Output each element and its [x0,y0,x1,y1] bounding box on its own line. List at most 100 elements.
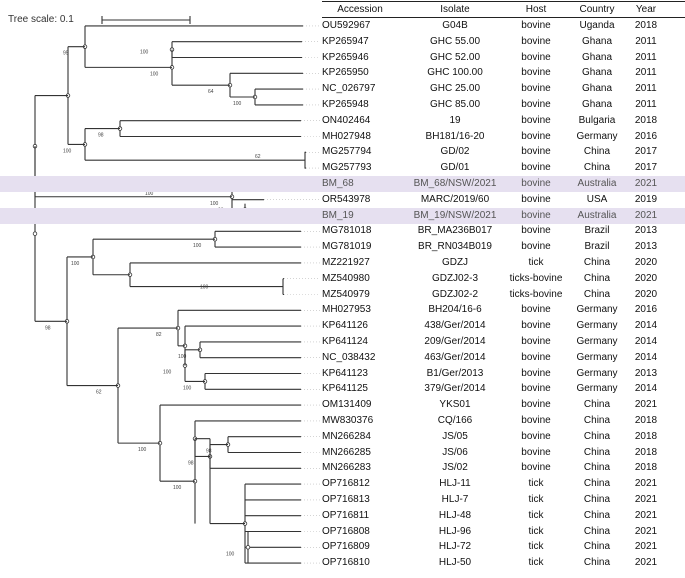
table-row: OP716812 HLJ-11 tick China 2021 [322,476,685,492]
year-cell: 2017 [634,162,658,174]
isolate-cell: GD/01 [440,162,470,174]
year-cell: 2014 [634,351,658,363]
table-row: KP641125 379/Ger/2014 bovine Germany 2014 [322,381,685,397]
table-row: MH027953 BH204/16-6 bovine Germany 2016 [322,302,685,318]
bootstrap-label: 100 [173,485,182,491]
accession-cell: MZ540979 [322,288,370,300]
host-cell: bovine [521,83,551,95]
isolate-cell: HLJ-50 [438,557,472,569]
accession-cell: OP716810 [322,557,370,569]
host-cell: bovine [521,320,551,332]
node-marker [32,231,38,236]
country-cell: China [583,446,611,458]
accession-cell: ON402464 [322,114,371,126]
table-row: MG781018 BR_MA236B017 bovine Brazil 2013 [322,223,685,239]
isolate-cell: BH204/16-6 [428,304,482,316]
country-cell: China [583,541,611,553]
year-cell: 2011 [635,35,657,47]
country-cell: Bulgaria [578,114,616,126]
year-cell: 2013 [634,367,658,379]
host-cell: bovine [521,241,551,253]
year-cell: 2018 [634,20,658,31]
year-cell: 2020 [634,257,658,268]
table-row: KP641123 B1/Ger/2013 bovine Germany 2013 [322,366,685,382]
country-cell: China [583,288,611,300]
isolate-cell: MARC/2019/60 [420,193,490,205]
year-cell: 2018 [634,114,658,126]
year-cell: 2021 [634,478,658,490]
table-row: MZ221927 GDZJ tick China 2020 [322,255,685,271]
accession-cell: KP265947 [322,35,369,47]
accession-cell: KP641125 [322,383,368,395]
table-row: OP716813 HLJ-7 tick China 2021 [322,492,685,508]
table-row: KP265948 GHC 85.00 bovine Ghana 2011 [322,97,685,113]
accession-cell: MG257794 [322,146,372,158]
accession-cell: MZ221927 [322,257,370,268]
bootstrap-label: 100 [150,71,159,77]
country-cell: China [583,272,611,284]
year-cell: 2021 [634,557,658,569]
table-row: OP716808 HLJ-96 tick China 2021 [322,524,685,540]
country-cell: Australia [577,209,617,221]
host-cell: bovine [521,20,551,31]
accession-cell: OM131409 [322,399,372,411]
year-cell: 2017 [634,146,658,158]
accession-cell: OP716813 [322,494,370,505]
isolate-cell: HLJ-72 [438,541,472,553]
isolate-cell: GHC 85.00 [429,99,481,110]
table-row: BM_68 BM_68/NSW/2021 bovine Australia 2021 [322,176,685,192]
year-cell: 2011 [635,83,657,95]
accession-cell: KP265948 [322,99,369,110]
country-cell: Ghana [581,35,613,47]
bootstrap-label: 100 [71,261,80,267]
country-cell: Ghana [581,67,613,79]
isolate-cell: BR_MA236B017 [417,225,493,237]
isolate-cell: BH181/16-20 [425,130,485,142]
year-cell: 2011 [635,51,657,63]
country-cell: Brazil [584,225,610,237]
country-cell: China [583,525,611,537]
year-cell: 2013 [634,225,658,237]
accession-cell: MG781018 [322,225,372,237]
accession-cell: MH027953 [322,304,371,316]
bootstrap-label: 100 [178,354,187,360]
table-row: BM_19 BM_19/NSW/2021 bovine Australia 2021 [322,207,685,224]
host-cell: ticks-bovine [509,272,563,284]
host-cell: tick [528,509,544,521]
country-cell: China [583,557,611,569]
accession-cell: OP716808 [322,525,370,537]
bootstrap-label: 62 [96,390,102,396]
year-cell: 2013 [634,241,658,253]
bootstrap-label: 98 [188,460,194,466]
bootstrap-label: 100 [140,50,149,56]
host-cell: ticks-bovine [509,288,563,300]
bootstrap-label: 100 [226,551,235,557]
country-cell: China [583,146,611,158]
header-host: Host [525,4,547,15]
accession-cell: MZ540980 [322,272,370,284]
table-header-rule [322,17,685,18]
isolate-cell: B1/Ger/2013 [426,367,484,379]
accession-cell: OP716809 [322,541,370,553]
accession-cell: MN266284 [322,430,371,442]
accession-cell: MH027948 [322,130,371,142]
bootstrap-label: 100 [145,191,154,197]
host-cell: bovine [521,178,551,189]
year-cell: 2014 [634,383,658,395]
year-cell: 2021 [634,509,658,521]
country-cell: Australia [577,178,617,189]
accession-cell: OR543978 [322,193,371,205]
isolate-cell: BM_68/NSW/2021 [413,178,497,189]
country-cell: China [583,462,611,474]
year-cell: 2016 [634,304,658,316]
host-cell: tick [528,494,544,505]
year-cell: 2019 [634,193,658,205]
accession-cell: KP641123 [322,367,368,379]
host-cell: bovine [521,399,551,411]
bootstrap-label: 64 [208,89,214,95]
year-cell: 2018 [634,462,658,474]
bootstrap-label: 98 [45,325,51,331]
table-row: MN266284 JS/05 bovine China 2018 [322,429,685,445]
